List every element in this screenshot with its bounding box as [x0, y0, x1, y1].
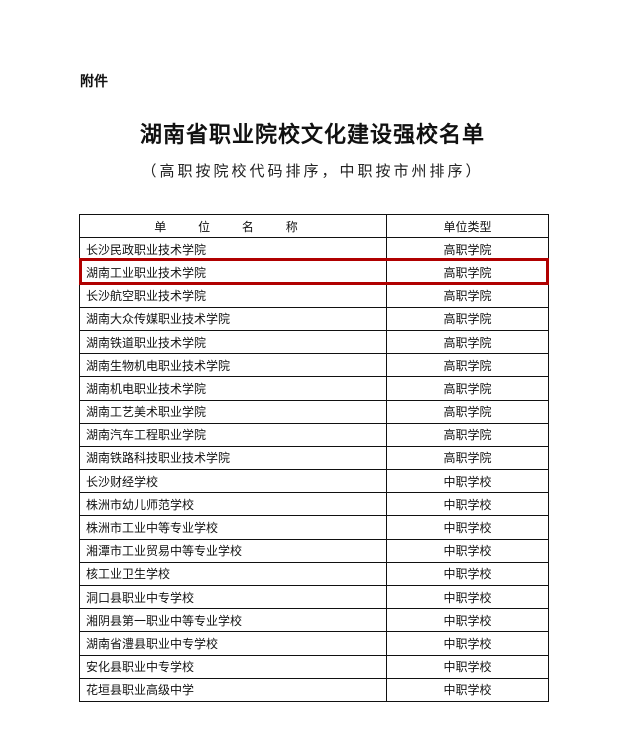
page-subtitle: （高职按院校代码排序，中职按市州排序） [141, 162, 484, 180]
table-row: 湘潭市工业贸易中等专业学校 中职学校 [79, 538, 549, 563]
school-name: 长沙财经学校 [79, 469, 387, 494]
school-name: 湖南汽车工程职业学院 [79, 422, 387, 447]
table-row: 湖南汽车工程职业学院 高职学院 [79, 422, 549, 447]
school-type: 中职学校 [386, 469, 549, 494]
school-type: 高职学院 [386, 237, 549, 262]
school-name: 安化县职业中专学校 [79, 654, 387, 679]
school-type: 中职学校 [386, 677, 549, 702]
school-type: 高职学院 [386, 306, 549, 331]
table-row: 湖南工业职业技术学院 高职学院 [79, 260, 549, 285]
school-name: 株洲市工业中等专业学校 [79, 515, 387, 540]
table-header-row: 单 位 名 称 单位类型 [79, 213, 549, 239]
school-name: 湘潭市工业贸易中等专业学校 [79, 538, 387, 563]
school-type: 高职学院 [386, 422, 549, 447]
school-type: 中职学校 [386, 654, 549, 679]
school-name: 湖南工业职业技术学院 [79, 260, 387, 285]
school-type: 中职学校 [386, 538, 549, 563]
table-row: 湘阴县第一职业中等专业学校 中职学校 [79, 608, 549, 633]
page-title: 湖南省职业院校文化建设强校名单 [139, 122, 485, 148]
school-type: 高职学院 [386, 376, 549, 401]
table-row: 花垣县职业高级中学 中职学校 [79, 677, 549, 702]
school-name: 湖南生物机电职业技术学院 [79, 353, 387, 378]
table-row: 湖南省澧县职业中专学校 中职学校 [79, 631, 549, 656]
school-type: 中职学校 [386, 608, 549, 633]
table-row: 长沙航空职业技术学院 高职学院 [79, 283, 549, 308]
header-type: 单位类型 [386, 213, 549, 239]
school-type: 高职学院 [386, 445, 549, 471]
table-row: 洞口县职业中专学校 中职学校 [79, 584, 549, 610]
school-name: 湖南铁路科技职业技术学院 [79, 445, 387, 471]
table-row: 湖南生物机电职业技术学院 高职学院 [79, 353, 549, 378]
school-type: 中职学校 [386, 584, 549, 610]
table-row: 株洲市工业中等专业学校 中职学校 [79, 515, 549, 540]
school-type: 中职学校 [386, 561, 549, 587]
school-type: 高职学院 [386, 283, 549, 308]
table-row: 核工业卫生学校 中职学校 [79, 561, 549, 587]
table-row: 株洲市幼儿师范学校 中职学校 [79, 492, 549, 517]
school-name: 花垣县职业高级中学 [79, 677, 387, 702]
school-list-table: 单 位 名 称 单位类型 长沙民政职业技术学院 高职学院 湖南工业职业技术学院 高职学… [79, 213, 549, 702]
attachment-label: 附件 [80, 74, 108, 90]
school-type: 高职学院 [386, 353, 549, 378]
school-name: 株洲市幼儿师范学校 [79, 492, 387, 517]
school-name: 湘阴县第一职业中等专业学校 [79, 608, 387, 633]
school-type: 高职学院 [386, 329, 549, 355]
school-name: 湖南工艺美术职业学院 [79, 399, 387, 424]
school-type: 中职学校 [386, 492, 549, 517]
school-name: 洞口县职业中专学校 [79, 584, 387, 610]
school-type: 高职学院 [386, 260, 549, 285]
table-row: 湖南工艺美术职业学院 高职学院 [79, 399, 549, 424]
header-name: 单 位 名 称 [79, 213, 387, 239]
table-row: 湖南机电职业技术学院 高职学院 [79, 376, 549, 401]
school-name: 湖南机电职业技术学院 [79, 376, 387, 401]
school-name: 长沙民政职业技术学院 [79, 237, 387, 262]
table-row: 长沙民政职业技术学院 高职学院 [79, 237, 549, 262]
school-name: 湖南铁道职业技术学院 [79, 329, 387, 355]
school-type: 中职学校 [386, 515, 549, 540]
school-name: 长沙航空职业技术学院 [79, 283, 387, 308]
school-type: 中职学校 [386, 631, 549, 656]
table-row: 湖南铁道职业技术学院 高职学院 [79, 329, 549, 355]
table-row: 湖南大众传媒职业技术学院 高职学院 [79, 306, 549, 331]
school-name: 核工业卫生学校 [79, 561, 387, 587]
school-name: 湖南大众传媒职业技术学院 [79, 306, 387, 331]
school-type: 高职学院 [386, 399, 549, 424]
table-row: 长沙财经学校 中职学校 [79, 469, 549, 494]
school-name: 湖南省澧县职业中专学校 [79, 631, 387, 656]
table-row: 湖南铁路科技职业技术学院 高职学院 [79, 445, 549, 471]
table-row: 安化县职业中专学校 中职学校 [79, 654, 549, 679]
